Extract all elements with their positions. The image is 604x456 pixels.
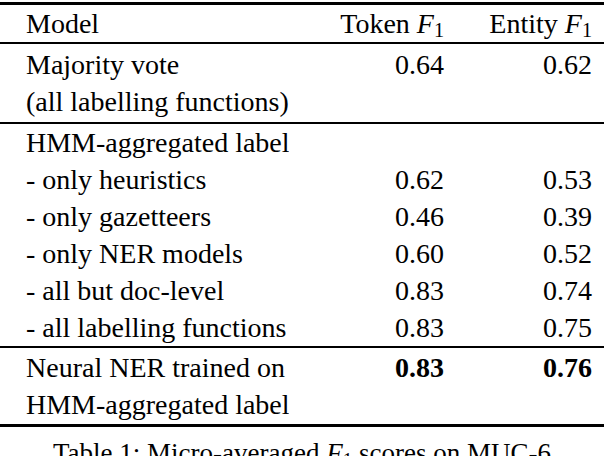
token-f1-value: 0.64 — [289, 46, 444, 83]
table-header-section: Model Token F1 Entity F1 — [0, 5, 604, 44]
f-subscript: 1 — [434, 19, 444, 41]
table-row: HMM-aggregated labels — [26, 386, 592, 423]
table-row: - only heuristics 0.62 0.53 — [26, 161, 592, 198]
column-header-entity-f1: Entity F1 — [444, 5, 592, 42]
table-row: - all labelling functions 0.83 0.75 — [26, 309, 592, 346]
row-label: - only NER models — [26, 235, 289, 272]
row-label: (all labelling functions) — [26, 83, 289, 120]
row-label: - all but doc-level — [26, 272, 289, 309]
row-label: - only heuristics — [26, 161, 289, 198]
table-caption: Table 1: Micro-averaged F1 scores on MUC… — [0, 437, 604, 456]
token-f1-value: 0.83 — [289, 309, 444, 346]
token-f1-value: 0.60 — [289, 235, 444, 272]
entity-f1-value: 0.53 — [444, 161, 592, 198]
row-label: Neural NER trained on — [26, 349, 289, 386]
entity-f1-value: 0.74 — [444, 272, 592, 309]
row-label: Majority vote — [26, 46, 289, 83]
caption-text: scores on MUC-6 — [352, 438, 551, 456]
f-symbol: F — [565, 8, 582, 39]
table-row: Majority vote 0.64 0.62 — [26, 46, 592, 83]
token-f1-value: 0.83 — [289, 272, 444, 309]
row-label: - all labelling functions — [26, 309, 289, 346]
row-label: HMM-aggregated labels — [26, 386, 289, 423]
table-row: (all labelling functions) — [26, 83, 592, 120]
column-header-token-f1: Token F1 — [289, 5, 444, 42]
f-symbol: F — [417, 8, 434, 39]
token-f1-value: 0.46 — [289, 198, 444, 235]
token-f1-value: 0.62 — [289, 161, 444, 198]
entity-header-text: Entity — [489, 8, 564, 39]
entity-f1-value: 0.76 — [444, 349, 592, 386]
hmm-aggregated-section: HMM-aggregated labels: - only heuristics… — [0, 124, 604, 348]
caption-text: Table 1: Micro-averaged — [53, 438, 326, 456]
table-row: Neural NER trained on 0.83 0.76 — [26, 349, 592, 386]
entity-f1-value: 0.62 — [444, 46, 592, 83]
majority-vote-section: Majority vote 0.64 0.62 (all labelling f… — [0, 44, 604, 124]
column-header-model: Model — [26, 5, 289, 42]
table-header-row: Model Token F1 Entity F1 — [26, 5, 592, 42]
f-subscript: 1 — [343, 449, 353, 456]
token-f1-value: 0.83 — [289, 349, 444, 386]
entity-f1-value: 0.39 — [444, 198, 592, 235]
entity-f1-value: 0.75 — [444, 309, 592, 346]
f-subscript: 1 — [582, 19, 592, 41]
table-row: - all but doc-level 0.83 0.74 — [26, 272, 592, 309]
table-row: HMM-aggregated labels: — [26, 124, 592, 161]
token-header-text: Token — [340, 8, 417, 39]
row-label: - only gazetteers — [26, 198, 289, 235]
results-table: Model Token F1 Entity F1 Majority vote 0… — [0, 2, 604, 427]
f-symbol: F — [326, 438, 343, 456]
paper-page: Model Token F1 Entity F1 Majority vote 0… — [0, 0, 604, 456]
table-row: - only NER models 0.60 0.52 — [26, 235, 592, 272]
neural-ner-section: Neural NER trained on 0.83 0.76 HMM-aggr… — [0, 348, 604, 424]
row-label: HMM-aggregated labels: — [26, 124, 289, 161]
table-row: - only gazetteers 0.46 0.39 — [26, 198, 592, 235]
entity-f1-value: 0.52 — [444, 235, 592, 272]
